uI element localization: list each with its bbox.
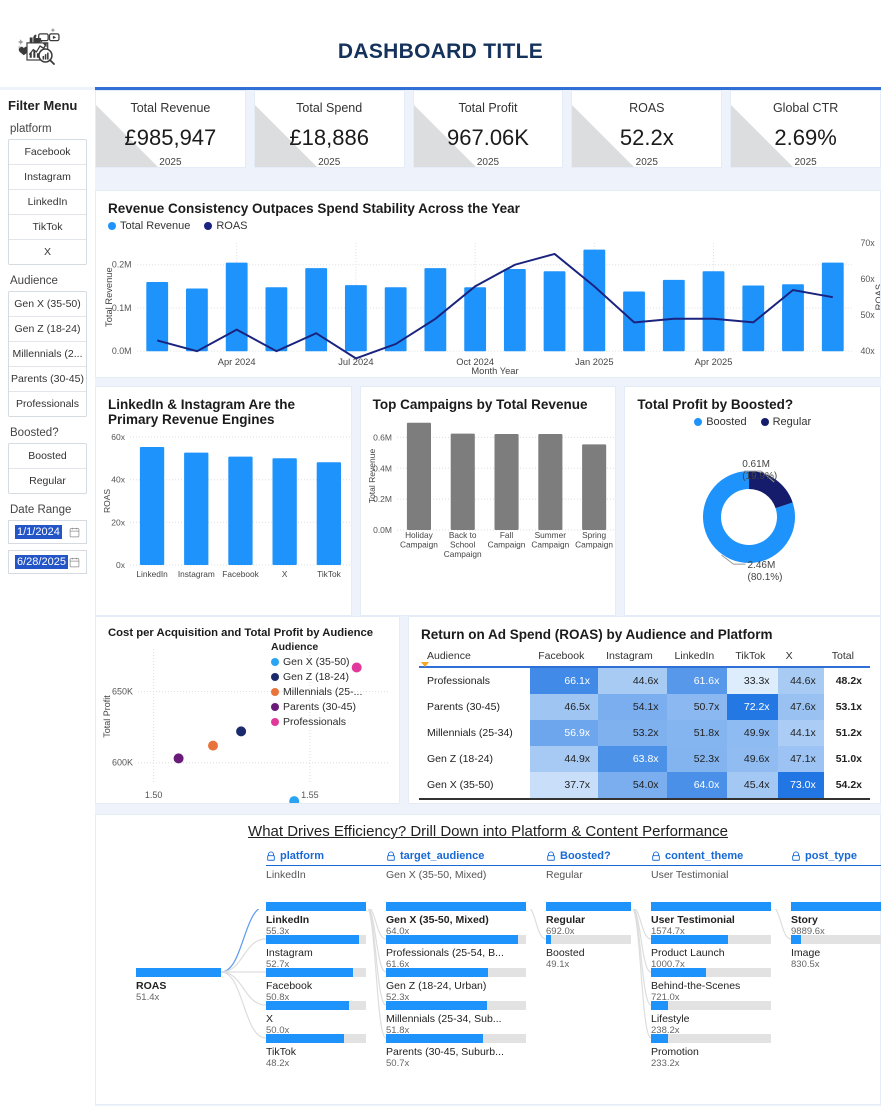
svg-text:60x: 60x xyxy=(111,432,125,442)
svg-text:Jan 2025: Jan 2025 xyxy=(575,357,613,367)
svg-text:Instagram: Instagram xyxy=(178,569,215,579)
svg-text:0x: 0x xyxy=(116,560,126,570)
svg-text:Month Year: Month Year xyxy=(471,366,518,376)
svg-text:ROAS: ROAS xyxy=(102,489,112,513)
svg-text:Campaign: Campaign xyxy=(487,540,525,550)
svg-text:(80.1%): (80.1%) xyxy=(748,572,783,583)
svg-text:Fall: Fall xyxy=(499,530,513,540)
svg-text:School: School xyxy=(450,540,476,550)
svg-text:40x: 40x xyxy=(111,475,125,485)
svg-text:60x: 60x xyxy=(860,274,875,284)
svg-text:600K: 600K xyxy=(112,758,133,768)
svg-text:Campaign: Campaign xyxy=(575,540,613,550)
svg-text:X: X xyxy=(282,569,288,579)
svg-text:ROAS: ROAS xyxy=(874,284,881,310)
svg-text:Holiday: Holiday xyxy=(405,530,434,540)
svg-text:20x: 20x xyxy=(111,517,125,527)
svg-text:0.2M: 0.2M xyxy=(112,260,132,270)
svg-text:Total Revenue: Total Revenue xyxy=(367,449,377,504)
svg-text:50x: 50x xyxy=(860,310,875,320)
svg-text:0.0M: 0.0M xyxy=(373,525,392,535)
svg-text:Apr 2024: Apr 2024 xyxy=(218,357,256,367)
svg-text:0.0M: 0.0M xyxy=(112,346,132,356)
svg-text:Total Profit: Total Profit xyxy=(102,695,112,738)
svg-text:650K: 650K xyxy=(112,687,133,697)
svg-text:Spring: Spring xyxy=(582,530,606,540)
svg-text:1.50: 1.50 xyxy=(145,790,163,800)
svg-text:0.6M: 0.6M xyxy=(373,432,392,442)
svg-text:Facebook: Facebook xyxy=(222,569,259,579)
svg-text:Summer: Summer xyxy=(534,530,566,540)
svg-text:Campaign: Campaign xyxy=(400,540,438,550)
svg-text:LinkedIn: LinkedIn xyxy=(136,569,168,579)
svg-text:Campaign: Campaign xyxy=(531,540,569,550)
svg-text:0.1M: 0.1M xyxy=(112,303,132,313)
svg-text:Total Revenue: Total Revenue xyxy=(104,267,114,327)
svg-text:70x: 70x xyxy=(860,238,875,248)
svg-text:1.55: 1.55 xyxy=(301,790,319,800)
svg-text:2.46M: 2.46M xyxy=(748,560,776,571)
svg-text:40x: 40x xyxy=(860,346,875,356)
svg-text:(19.9%): (19.9%) xyxy=(743,471,778,482)
svg-text:0.61M: 0.61M xyxy=(743,459,771,470)
svg-text:Apr 2025: Apr 2025 xyxy=(695,357,733,367)
svg-text:Back to: Back to xyxy=(449,530,477,540)
svg-text:Campaign: Campaign xyxy=(443,549,481,559)
svg-text:TikTok: TikTok xyxy=(317,569,342,579)
